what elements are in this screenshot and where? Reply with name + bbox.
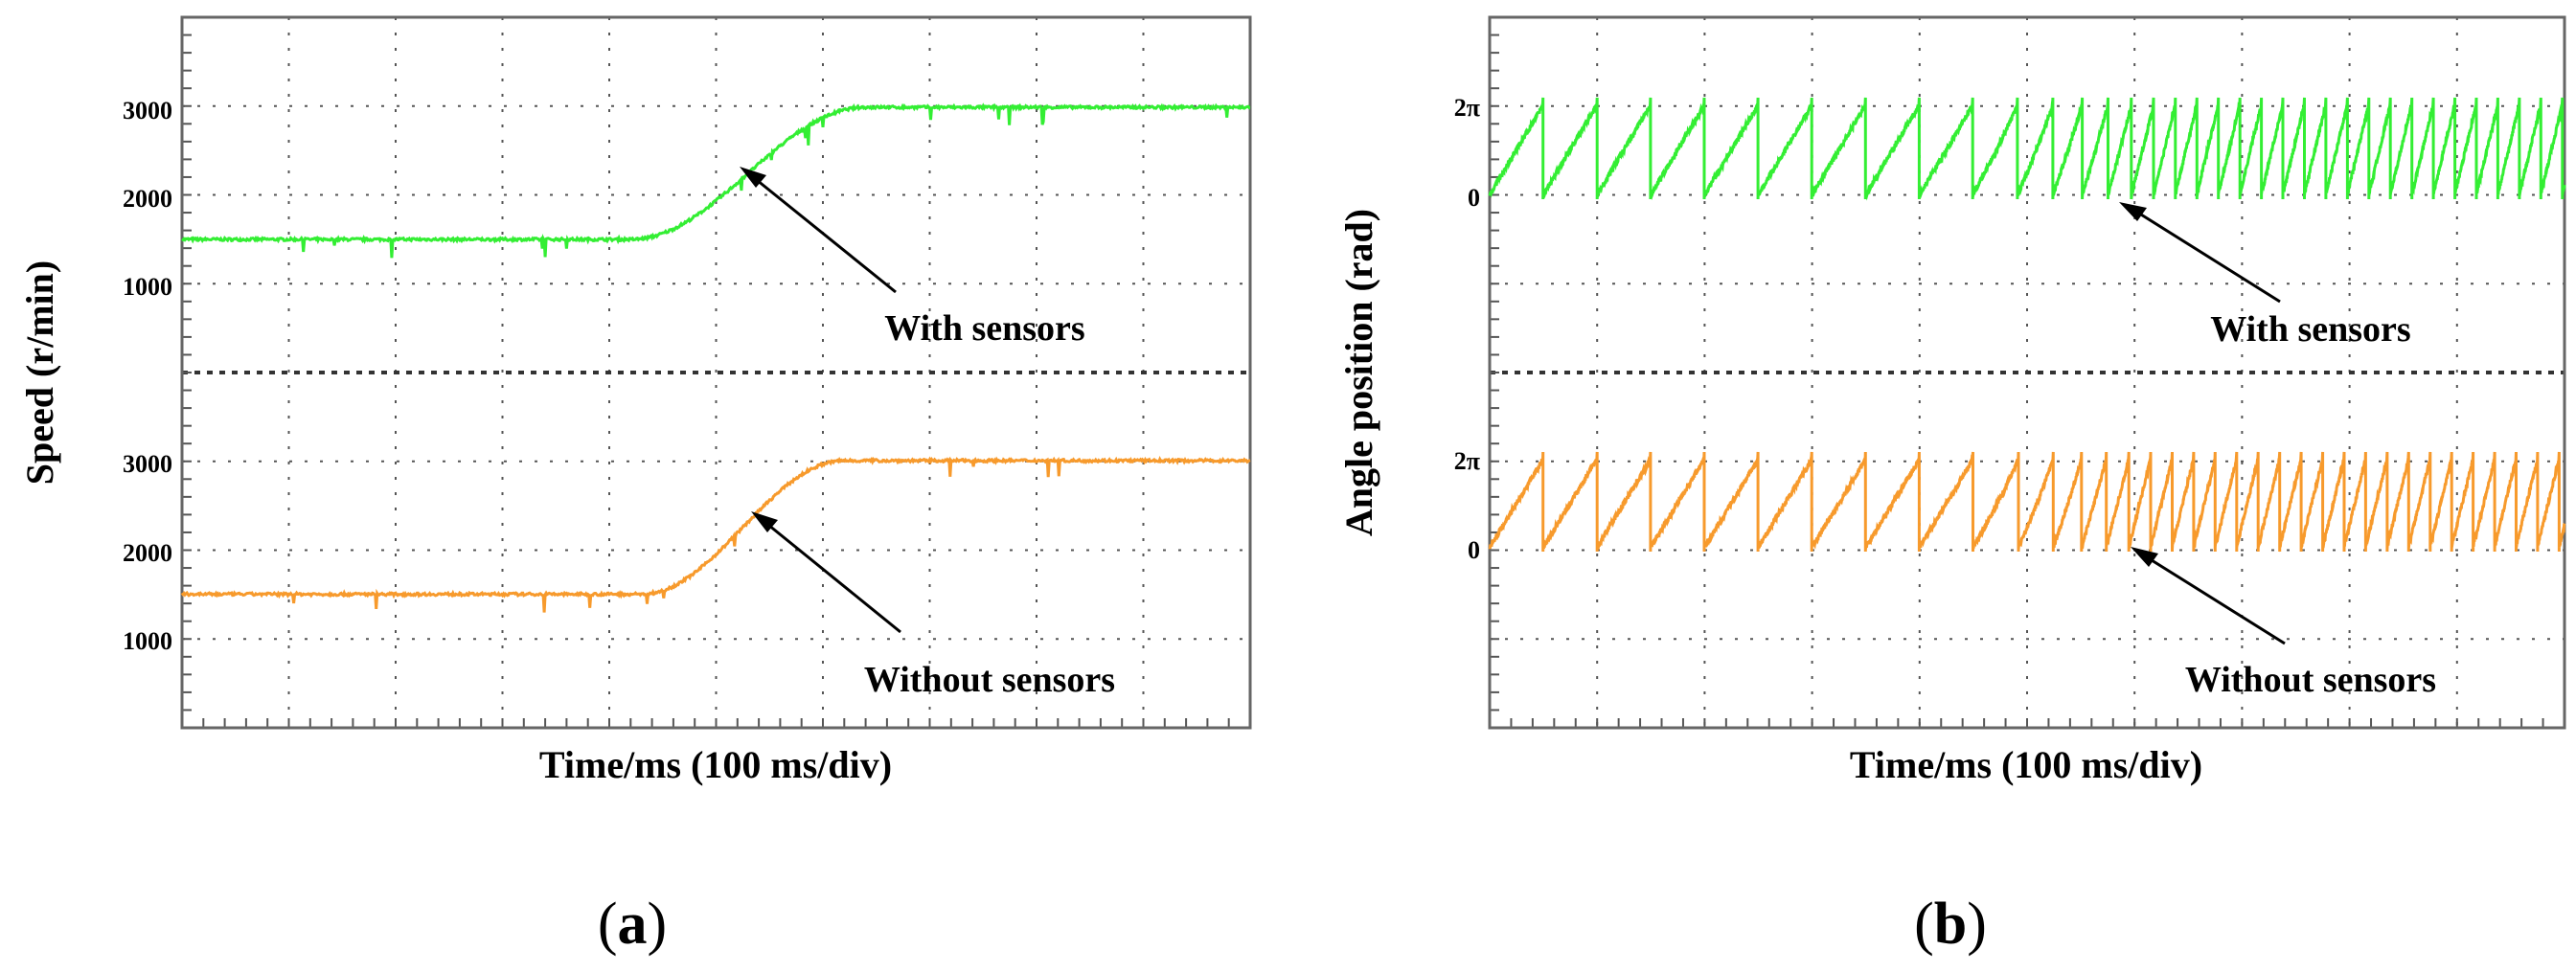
panel-b-xlabel: Time/ms (100 ms/div)	[1850, 743, 2202, 786]
panel-a-ytick-1000-top: 1000	[123, 273, 172, 301]
panel-b-ytick-2pi-bottom: 2π	[1454, 447, 1480, 475]
panel-b-annotation-with-sensors-label: With sensors	[2210, 309, 2410, 350]
panel-b-annotation-with-sensors: With sensors	[2119, 202, 2411, 350]
panel-a-ytick-3000-bottom: 3000	[123, 450, 172, 478]
panel-a-annotation-with-sensors: With sensors	[740, 167, 1085, 349]
panel-b-ytick-2pi-top: 2π	[1454, 94, 1480, 122]
panel-a-label: (a)	[598, 892, 667, 957]
panel-b-frame	[1488, 15, 2566, 730]
panel-a-ylabel: Speed (r/min)	[18, 260, 61, 485]
panel-a-series-with-sensors	[181, 102, 1251, 259]
panel-a: 3000 2000 1000 3000 2000 1000 Speed (r/m…	[18, 15, 1252, 957]
panel-a-ytick-1000-bottom: 1000	[123, 627, 172, 655]
panel-b: 2π 0 2π 0 Angle position (rad) Time/ms (…	[1337, 15, 2566, 957]
panel-a-annotation-with-sensors-label: With sensors	[884, 308, 1084, 349]
panel-a-annotation-without-sensors: Without sensors	[751, 511, 1115, 700]
panel-b-ytick-0-bottom: 0	[1468, 536, 1480, 564]
panel-b-label: (b)	[1914, 892, 1987, 957]
panel-b-ytick-0-top: 0	[1468, 184, 1480, 212]
panel-b-annotation-without-sensors: Without sensors	[2131, 547, 2436, 700]
panel-a-ytick-2000-top: 2000	[123, 185, 172, 213]
panel-b-ylabel: Angle position (rad)	[1337, 209, 1380, 536]
panel-b-series-with-sensors	[1488, 97, 2566, 201]
panel-a-ytick-2000-bottom: 2000	[123, 539, 172, 567]
panel-b-series-without-sensors	[1488, 451, 2566, 553]
panel-b-annotation-without-sensors-label: Without sensors	[2185, 660, 2436, 700]
panel-a-series-without-sensors	[180, 456, 1251, 613]
panel-a-annotation-without-sensors-label: Without sensors	[864, 660, 1115, 700]
panel-a-xlabel: Time/ms (100 ms/div)	[539, 743, 892, 786]
panel-b-grid	[1490, 17, 2565, 728]
panel-a-ytick-3000-top: 3000	[123, 97, 172, 124]
panel-a-grid	[182, 17, 1250, 728]
panel-a-frame	[180, 15, 1252, 730]
